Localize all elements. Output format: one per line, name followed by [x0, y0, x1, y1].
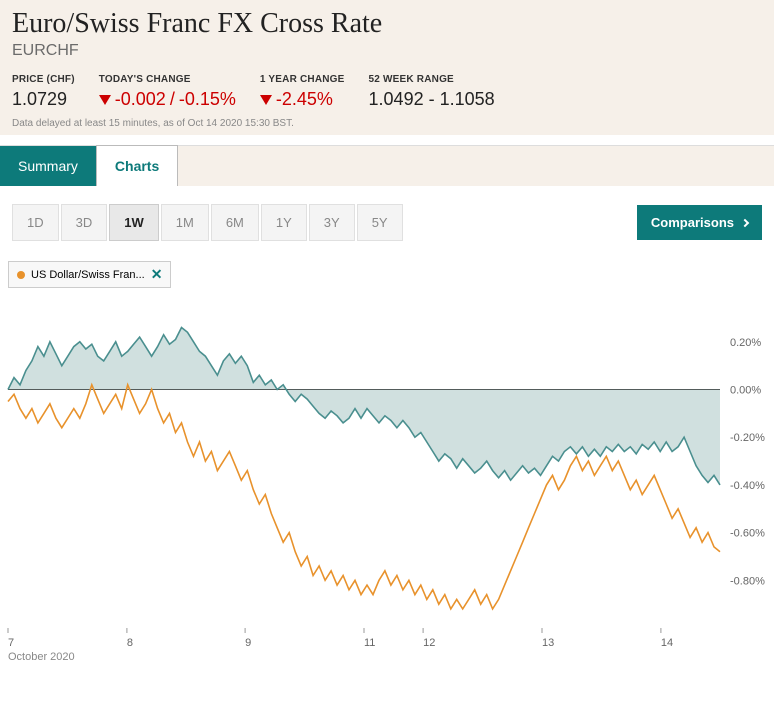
stat-52w-range: 52 WEEK RANGE 1.0492 - 1.1058 — [369, 74, 495, 110]
range-tab-5y[interactable]: 5Y — [357, 204, 403, 241]
range-tab-1d[interactable]: 1D — [12, 204, 59, 241]
legend-chip: US Dollar/Swiss Fran... ✕ — [8, 261, 171, 288]
nav-tabs-area: SummaryCharts — [0, 145, 774, 186]
change-pct: -0.15% — [179, 89, 236, 110]
stat-label: 1 YEAR CHANGE — [260, 74, 345, 85]
svg-text:12: 12 — [423, 637, 435, 649]
legend-label: US Dollar/Swiss Fran... — [31, 269, 145, 281]
comparisons-label: Comparisons — [651, 215, 734, 230]
stats-row: PRICE (CHF) 1.0729 TODAY'S CHANGE -0.002… — [12, 74, 762, 110]
svg-text:14: 14 — [661, 637, 673, 649]
svg-text:-0.80%: -0.80% — [730, 575, 765, 587]
line-chart: 0.20% 0.00% -0.20% -0.40% -0.60% -0.80% 7 8 9 11 1… — [0, 288, 774, 688]
arrow-down-icon — [99, 95, 111, 105]
svg-text:13: 13 — [542, 637, 554, 649]
stat-label: TODAY'S CHANGE — [99, 74, 236, 85]
year-change-pct: -2.45% — [276, 89, 333, 110]
range-row: 1D3D1W1M6M1Y3Y5Y Comparisons — [0, 186, 774, 253]
svg-text:8: 8 — [127, 637, 133, 649]
delay-note: Data delayed at least 15 minutes, as of … — [12, 118, 762, 129]
svg-text:9: 9 — [245, 637, 251, 649]
legend-dot-icon — [17, 271, 25, 279]
stat-price: PRICE (CHF) 1.0729 — [12, 74, 75, 110]
svg-text:October 2020: October 2020 — [8, 651, 75, 663]
chevron-right-icon — [741, 218, 749, 226]
range-tab-3y[interactable]: 3Y — [309, 204, 355, 241]
page-title: Euro/Swiss Franc FX Cross Rate — [12, 8, 762, 40]
range-tabs: 1D3D1W1M6M1Y3Y5Y — [12, 204, 403, 241]
range-tab-1m[interactable]: 1M — [161, 204, 209, 241]
range-tab-1y[interactable]: 1Y — [261, 204, 307, 241]
stat-value: -2.45% — [260, 89, 345, 110]
chart-area: 1D3D1W1M6M1Y3Y5Y Comparisons US Dollar/S… — [0, 186, 774, 688]
svg-text:0.20%: 0.20% — [730, 337, 761, 349]
symbol: EURCHF — [12, 42, 762, 60]
stat-value: 1.0492 - 1.1058 — [369, 89, 495, 110]
range-tab-1w[interactable]: 1W — [109, 204, 159, 241]
stat-todays-change: TODAY'S CHANGE -0.002 / -0.15% — [99, 74, 236, 110]
range-tab-3d[interactable]: 3D — [61, 204, 108, 241]
nav-tab-charts[interactable]: Charts — [96, 145, 178, 186]
range-tab-6m[interactable]: 6M — [211, 204, 259, 241]
nav-tabs: SummaryCharts — [0, 146, 774, 186]
nav-tab-summary[interactable]: Summary — [0, 146, 96, 186]
svg-text:-0.60%: -0.60% — [730, 528, 765, 540]
stat-label: 52 WEEK RANGE — [369, 74, 495, 85]
header: Euro/Swiss Franc FX Cross Rate EURCHF PR… — [0, 0, 774, 135]
stat-value: -0.002 / -0.15% — [99, 89, 236, 110]
slash: / — [170, 89, 175, 110]
svg-text:0.00%: 0.00% — [730, 385, 761, 397]
stat-value: 1.0729 — [12, 89, 75, 110]
change-abs: -0.002 — [115, 89, 166, 110]
chart-container: US Dollar/Swiss Fran... ✕ 0.20% 0.00% -0.2… — [0, 253, 774, 688]
arrow-down-icon — [260, 95, 272, 105]
comparisons-button[interactable]: Comparisons — [637, 205, 762, 240]
svg-text:-0.40%: -0.40% — [730, 480, 765, 492]
svg-text:11: 11 — [364, 637, 375, 649]
legend-remove-icon[interactable]: ✕ — [151, 266, 163, 283]
svg-text:-0.20%: -0.20% — [730, 432, 765, 444]
stat-label: PRICE (CHF) — [12, 74, 75, 85]
svg-text:7: 7 — [8, 637, 14, 649]
stat-year-change: 1 YEAR CHANGE -2.45% — [260, 74, 345, 110]
